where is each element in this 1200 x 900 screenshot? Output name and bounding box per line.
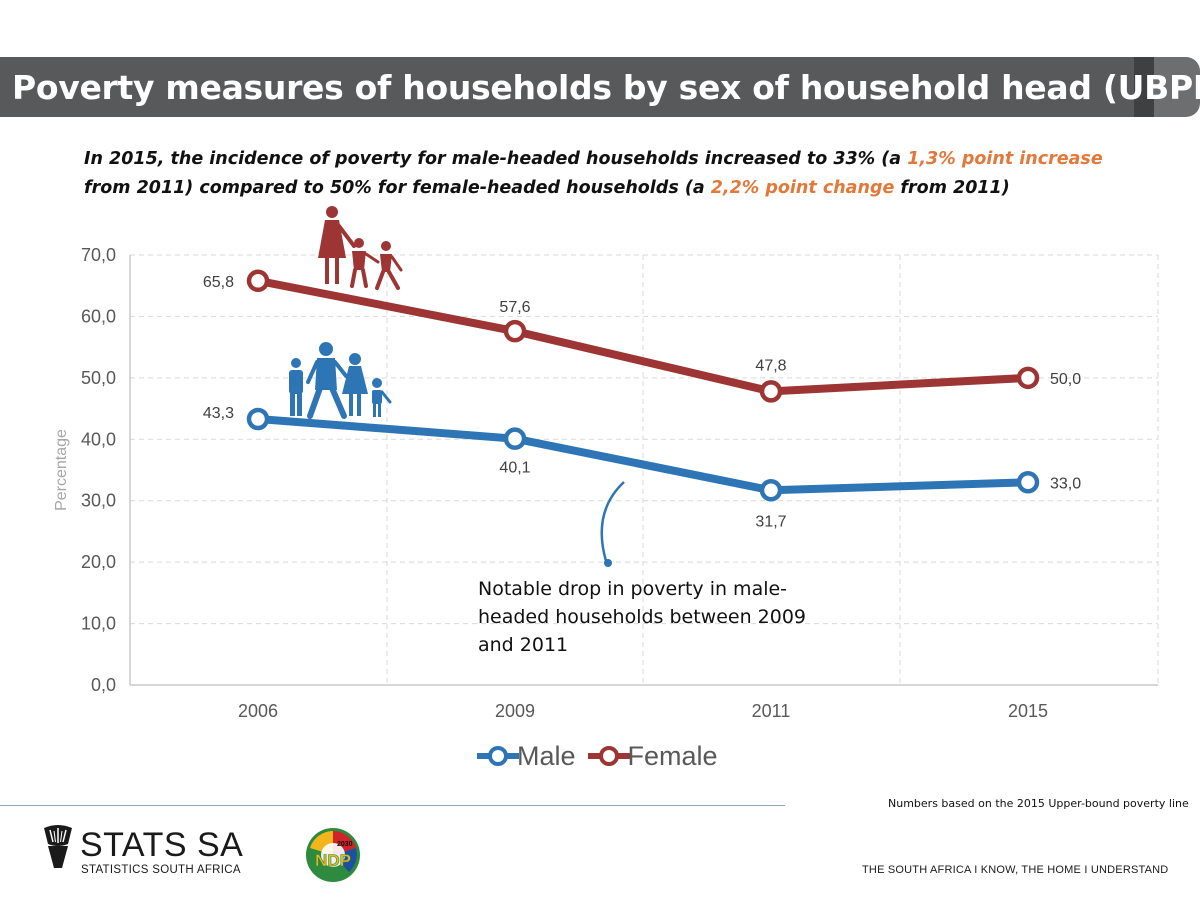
subtitle: In 2015, the incidence of poverty for ma… xyxy=(84,145,1144,203)
male-family-icon xyxy=(289,342,392,419)
axes: 0,0 10,0 20,0 30,0 40,0 50,0 60,0 70,0 2006 2009 2… xyxy=(81,245,1158,721)
subtitle-part-3: from 2011) xyxy=(894,178,1010,198)
legend-marker-male xyxy=(477,746,519,766)
legend-label-female: Female xyxy=(627,740,718,771)
data-label-male: 31,7 xyxy=(755,513,786,530)
data-label-female: 50,0 xyxy=(1050,371,1081,388)
annotation-pointer-dot xyxy=(604,559,612,567)
ndp-logo-icon: 2030 NDP xyxy=(306,828,360,882)
x-tick-label: 2011 xyxy=(752,701,791,721)
y-tick-label: 30,0 xyxy=(81,491,116,511)
page-title: Poverty measures of households by sex of… xyxy=(12,68,1200,107)
data-point-male xyxy=(1016,471,1040,494)
y-tick-label: 60,0 xyxy=(81,306,116,326)
footer-divider xyxy=(0,805,785,806)
legend-marker-female xyxy=(587,746,630,766)
annotation-pointer xyxy=(600,481,625,562)
stats-sa-logo-icon xyxy=(44,825,72,868)
subtitle-part-1: In 2015, the incidence of poverty for ma… xyxy=(84,149,908,169)
data-label-female: 57,6 xyxy=(499,299,530,316)
data-label-female: 65,8 xyxy=(203,274,234,291)
legend-item-female: Female xyxy=(586,741,718,772)
y-tick-label: 70,0 xyxy=(81,245,116,265)
data-point-male xyxy=(246,407,270,431)
footer xyxy=(0,812,1200,900)
data-labels: 43,3 40,1 31,7 33,0 65,8 57,6 47,8 50,0 xyxy=(203,274,1081,530)
legend-label-male: Male xyxy=(517,740,576,771)
subtitle-part-2: from 2011) compared to 50% for female-he… xyxy=(84,178,711,198)
title-bar xyxy=(0,57,1140,117)
series-line-male xyxy=(254,415,1032,495)
series-lines xyxy=(246,269,1040,502)
data-point-female xyxy=(246,269,270,293)
data-point-female xyxy=(759,380,783,403)
ndp-text: NDP xyxy=(315,851,351,870)
subtitle-highlight-female: 2,2% point change xyxy=(710,178,895,198)
org-name: STATS SA xyxy=(80,826,244,864)
data-label-female: 47,8 xyxy=(755,357,786,374)
annotation-text: Notable drop in poverty in male-headed h… xyxy=(478,578,807,656)
line-chart: 0,0 10,0 20,0 30,0 40,0 50,0 60,0 70,0 2006 2009 2… xyxy=(53,206,1159,721)
footnote: Numbers based on the 2015 Upper-bound po… xyxy=(888,797,1189,810)
x-tick-label: 2015 xyxy=(1008,701,1048,721)
x-tick-label: 2009 xyxy=(495,701,535,721)
data-label-male: 43,3 xyxy=(203,405,234,422)
title-tab-accent xyxy=(1134,57,1154,117)
data-label-male: 33,0 xyxy=(1050,475,1081,492)
data-point-female xyxy=(503,319,527,343)
y-tick-label: 10,0 xyxy=(81,614,116,634)
female-family-icon xyxy=(318,206,403,290)
tagline: THE SOUTH AFRICA I KNOW, THE HOME I UNDE… xyxy=(862,864,1169,876)
x-tick-label: 2006 xyxy=(238,701,278,721)
data-point-female xyxy=(1016,366,1040,390)
ndp-year: 2030 xyxy=(337,841,353,848)
org-full-name: STATISTICS SOUTH AFRICA xyxy=(81,864,241,876)
series-line-female xyxy=(254,276,1032,396)
data-point-male xyxy=(503,427,527,450)
y-tick-label: 50,0 xyxy=(81,368,116,388)
subtitle-highlight-male: 1,3% point increase xyxy=(907,149,1103,169)
y-tick-label: 40,0 xyxy=(81,429,116,449)
y-tick-label: 20,0 xyxy=(81,552,116,572)
data-point-male xyxy=(759,479,783,502)
data-label-male: 40,1 xyxy=(499,460,530,477)
y-axis-label: Percentage xyxy=(53,429,70,511)
chart-legend: Male Female xyxy=(475,736,728,776)
legend-item-male: Male xyxy=(475,741,576,772)
y-tick-label: 0,0 xyxy=(91,675,116,695)
title-tab-end xyxy=(1154,57,1200,117)
